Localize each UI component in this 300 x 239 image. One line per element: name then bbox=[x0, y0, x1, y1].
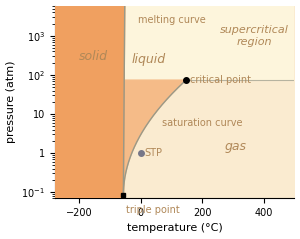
Y-axis label: pressure (atm): pressure (atm) bbox=[6, 61, 16, 143]
Text: liquid: liquid bbox=[131, 53, 166, 66]
Text: triple point: triple point bbox=[126, 205, 180, 215]
Text: saturation curve: saturation curve bbox=[162, 118, 243, 128]
Polygon shape bbox=[123, 80, 186, 195]
Text: melting curve: melting curve bbox=[138, 15, 206, 25]
Text: gas: gas bbox=[225, 140, 247, 153]
X-axis label: temperature (°C): temperature (°C) bbox=[127, 223, 222, 234]
Polygon shape bbox=[124, 0, 294, 80]
Text: solid: solid bbox=[79, 50, 108, 63]
Text: supercritical
region: supercritical region bbox=[220, 25, 289, 47]
Text: critical point: critical point bbox=[190, 75, 250, 85]
Polygon shape bbox=[55, 0, 125, 198]
Text: STP: STP bbox=[144, 148, 162, 158]
